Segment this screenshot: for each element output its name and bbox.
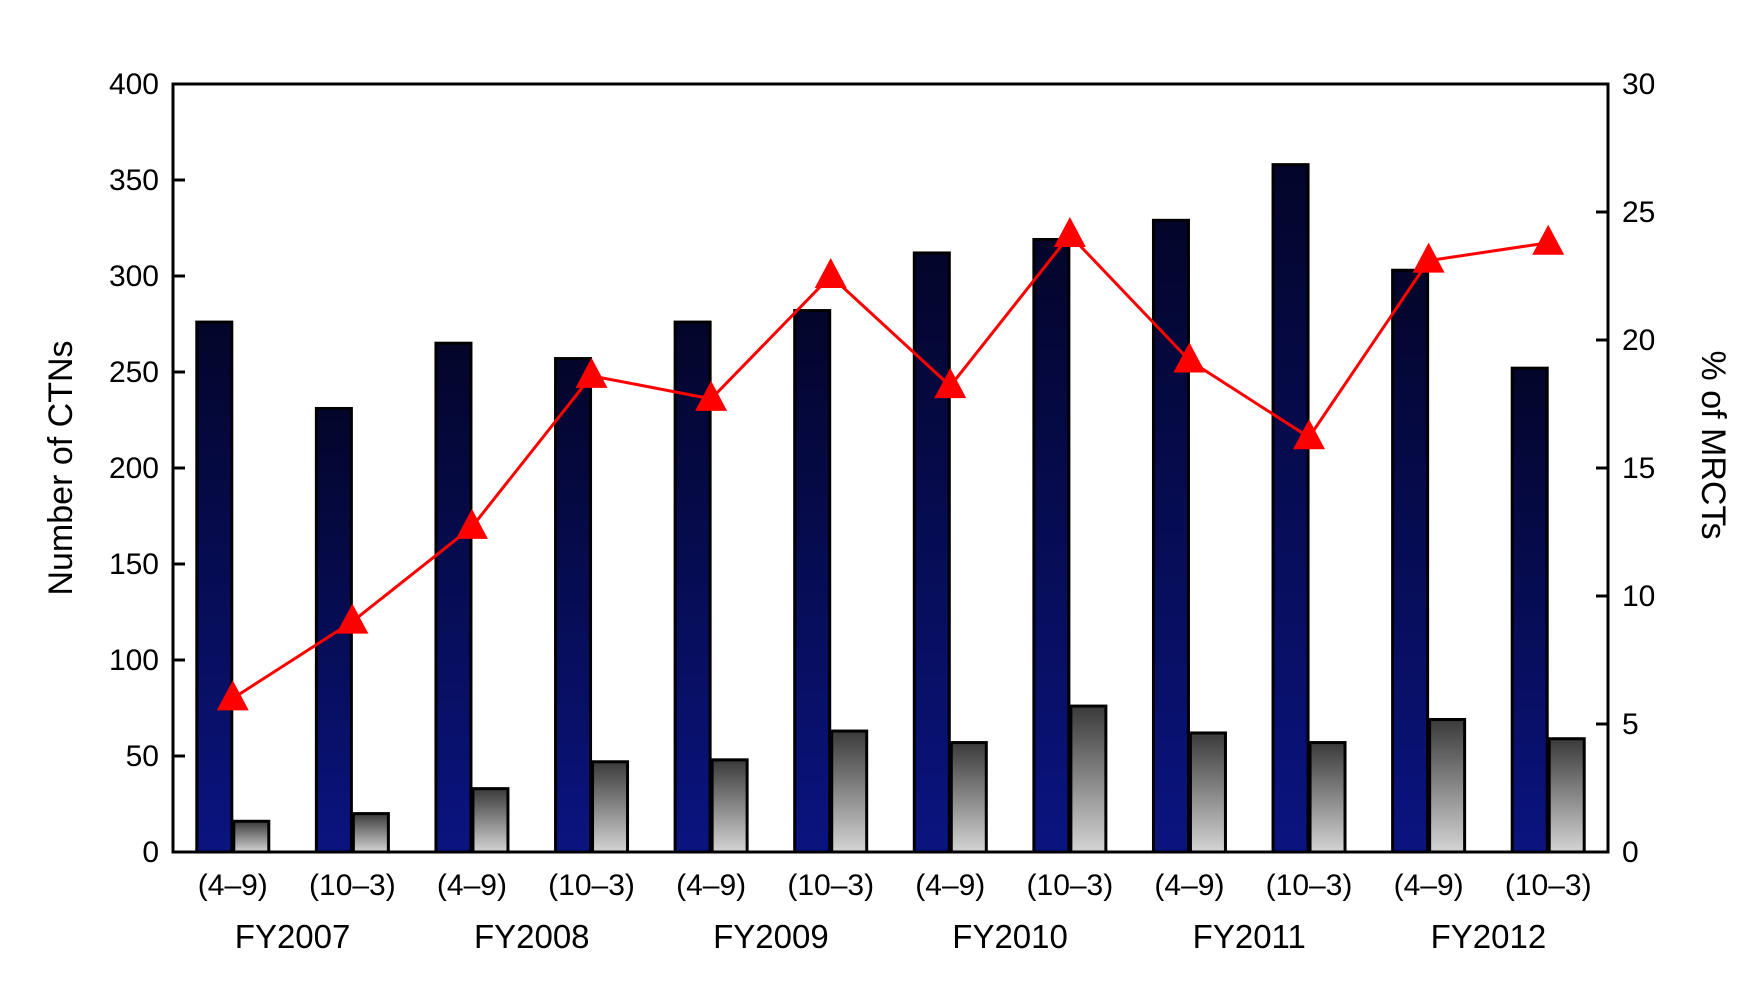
x-tick-label: (10–3)	[548, 869, 635, 902]
x-tick-label: (4–9)	[915, 869, 985, 902]
mrct-percent-marker	[1053, 217, 1086, 248]
y2-axis-title: % of MRCTs	[1694, 351, 1732, 540]
mrct-percent-marker	[455, 508, 488, 539]
y2-tick-label: 20	[1622, 324, 1655, 357]
x-tick-label: (4–9)	[437, 869, 507, 902]
y-tick-label: 300	[109, 260, 159, 293]
x-tick-label: (10–3)	[1027, 869, 1114, 902]
mrct-percent-marker	[216, 680, 249, 711]
y-tick-label: 150	[109, 548, 159, 581]
line-layer	[216, 217, 1565, 711]
fiscal-year-label: FY2011	[1193, 918, 1306, 955]
bar-ctn	[1151, 218, 1190, 854]
y-tick-label: 100	[109, 644, 159, 677]
y-tick-label: 50	[126, 740, 159, 773]
mrct-percent-marker	[1173, 342, 1206, 373]
mrct-percent-marker	[1293, 419, 1326, 450]
x-tick-label: (10–3)	[309, 869, 396, 902]
bar-ctn	[912, 251, 951, 854]
bar-ctn	[1391, 268, 1430, 854]
y2-tick-label: 0	[1622, 836, 1639, 869]
y2-tick-label: 10	[1622, 580, 1655, 613]
x-tick-label: (10–3)	[1266, 869, 1353, 902]
y-tick-label: 200	[109, 452, 159, 485]
y-tick-label: 400	[109, 68, 159, 101]
bar-ctn	[793, 309, 832, 854]
bar-mrct	[1308, 741, 1347, 854]
y2-tick-label: 5	[1622, 708, 1639, 741]
bar-mrct	[1547, 737, 1586, 854]
y-tick-label: 250	[109, 356, 159, 389]
bar-mrct	[232, 819, 271, 854]
bar-ctn	[434, 341, 473, 854]
x-tick-label: (4–9)	[1394, 869, 1464, 902]
x-tick-label: (10–3)	[1505, 869, 1592, 902]
fiscal-year-label: FY2010	[952, 918, 1068, 955]
mrct-percent-line	[231, 232, 1549, 700]
mrct-percent-marker	[695, 380, 728, 411]
bar-mrct	[351, 812, 390, 854]
fiscal-year-label: FY2008	[474, 918, 590, 955]
bar-ctn	[1510, 366, 1549, 854]
y-tick-label: 350	[109, 164, 159, 197]
fiscal-year-label: FY2009	[713, 918, 829, 955]
y2-tick-label: 15	[1622, 452, 1655, 485]
x-tick-label: (10–3)	[787, 869, 874, 902]
y-axis-title: Number of CTNs	[42, 340, 80, 595]
mrct-percent-marker	[814, 258, 847, 288]
bar-ctn	[554, 357, 593, 854]
bar-mrct	[591, 760, 630, 854]
bar-ctn	[195, 320, 234, 854]
bar-mrct	[949, 741, 988, 854]
mrct-percent-marker	[575, 357, 608, 388]
x-tick-label: (4–9)	[1154, 869, 1224, 902]
bar-mrct	[1428, 718, 1467, 854]
mrct-percent-marker	[934, 368, 967, 399]
y-tick-label: 0	[142, 836, 159, 869]
x-tick-label: (4–9)	[676, 869, 746, 902]
bars-layer	[195, 163, 1586, 854]
bar-ctn	[1271, 163, 1310, 854]
mrct-percent-marker	[1532, 224, 1565, 255]
bar-mrct	[471, 787, 510, 854]
fiscal-year-label: FY2007	[235, 918, 351, 955]
y2-tick-label: 25	[1622, 196, 1655, 229]
bar-mrct	[1069, 704, 1108, 854]
bar-mrct	[830, 729, 869, 854]
axes-layer: 0 50 100 150 200 250 300 350 400 0 5 10 15 20 25 30 (4–9…	[109, 68, 1655, 955]
fiscal-year-label: FY2012	[1431, 918, 1547, 955]
mrct-percent-marker	[1412, 242, 1445, 273]
y2-tick-label: 30	[1622, 68, 1655, 101]
mrct-percent-marker	[336, 603, 369, 634]
bar-mrct	[710, 758, 749, 854]
bar-ctn	[1032, 238, 1071, 854]
x-tick-label: (4–9)	[198, 869, 268, 902]
bar-mrct	[1188, 731, 1227, 854]
